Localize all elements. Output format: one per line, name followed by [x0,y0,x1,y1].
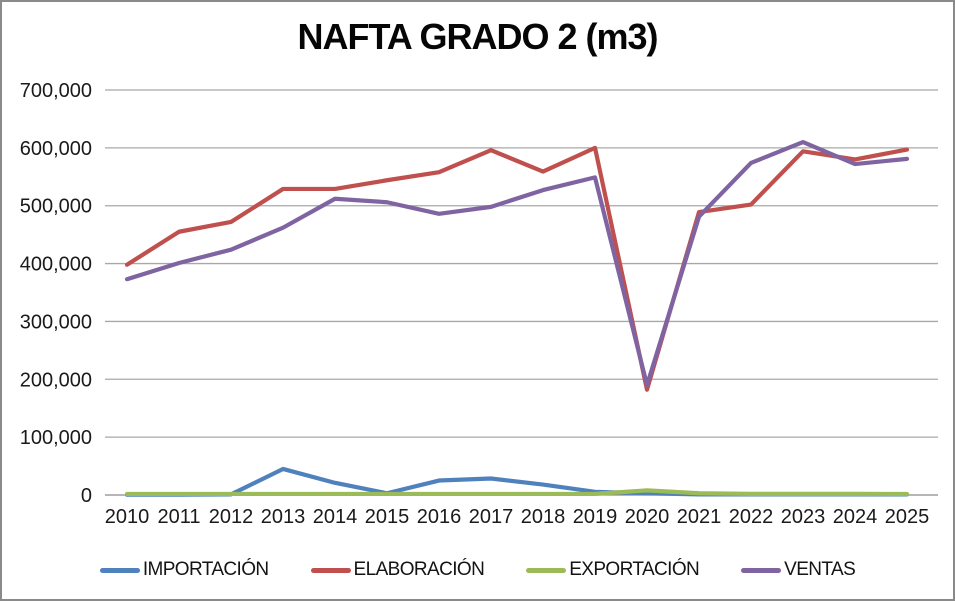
x-tick-label: 2025 [885,506,930,528]
legend-label-exportacion: EXPORTACIÓN [569,559,700,580]
y-tick-label: 100,000 [20,427,92,449]
x-tick-label: 2012 [209,506,254,528]
x-tick-label: 2018 [521,506,566,528]
y-tick-label: 600,000 [20,138,92,160]
x-tick-label: 2014 [313,506,358,528]
x-tick-label: 2022 [729,506,774,528]
ventas-line-swatch [741,567,782,573]
series-line-ventas [124,139,910,388]
legend-label-importacion: IMPORTACIÓN [142,559,269,580]
chart-title: NAFTA GRADO 2 (m3) [297,16,659,57]
legend-item-ventas: VENTAS [741,559,856,581]
x-tick-label: 2019 [573,506,618,528]
x-tick-label: 2016 [417,506,462,528]
series-line-importacion [124,466,910,497]
y-tick-label: 700,000 [20,80,92,102]
y-tick-label: 300,000 [20,311,92,333]
legend-label-ventas: VENTAS [784,559,856,580]
x-tick-label: 2015 [365,506,410,528]
y-tick-label: 200,000 [20,369,92,391]
x-tick-label: 2010 [105,506,150,528]
legend-item-importacion: IMPORTACIÓN [99,559,269,581]
y-tick-label: 400,000 [20,254,92,276]
x-tick-label: 2013 [261,506,306,528]
x-tick-label: 2021 [677,506,722,528]
legend: IMPORTACIÓN ELABORACIÓN EXPORTACIÓN VENT… [2,559,953,581]
x-tick-label: 2024 [833,506,878,528]
exportacion-line-swatch [526,567,567,573]
x-tick-label: 2020 [625,506,670,528]
x-tick-label: 2017 [469,506,514,528]
legend-item-exportacion: EXPORTACIÓN [526,559,700,581]
y-tick-label: 0 [81,485,92,507]
x-tick-label: 2023 [781,506,826,528]
y-tick-label: 500,000 [20,196,92,218]
series-line-exportacion [124,488,910,497]
legend-item-elaboracion: ELABORACIÓN [310,559,485,581]
elaboracion-line-swatch [310,567,351,573]
importacion-line-swatch [99,567,140,573]
series-line-elaboracion [124,145,910,392]
legend-label-elaboracion: ELABORACIÓN [353,559,485,580]
x-tick-label: 2011 [157,506,200,528]
